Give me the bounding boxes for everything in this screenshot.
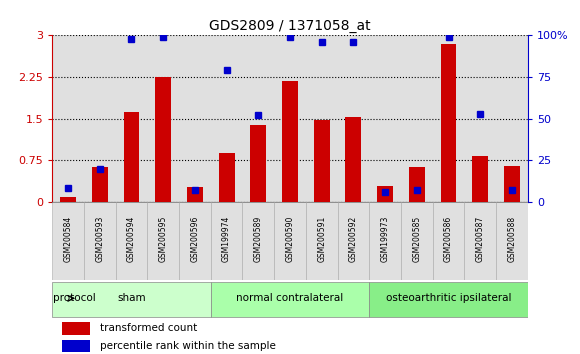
Text: sham: sham	[117, 293, 146, 303]
Text: GSM200596: GSM200596	[190, 216, 200, 262]
Bar	[219, 153, 234, 202]
Bar	[251, 125, 266, 202]
Bar	[306, 202, 338, 280]
Bar	[84, 202, 115, 280]
Bar	[52, 281, 211, 316]
Text: transformed count: transformed count	[100, 323, 197, 333]
Bar	[155, 77, 171, 202]
Bar	[504, 166, 520, 202]
Bar	[369, 281, 528, 316]
Text: GSM200595: GSM200595	[159, 216, 168, 262]
Text: GSM200589: GSM200589	[254, 216, 263, 262]
Bar	[274, 35, 306, 202]
Bar	[124, 112, 139, 202]
Bar	[306, 35, 338, 202]
Text: protocol: protocol	[53, 293, 96, 303]
Text: osteoarthritic ipsilateral: osteoarthritic ipsilateral	[386, 293, 512, 303]
Bar	[84, 35, 115, 202]
Text: percentile rank within the sample: percentile rank within the sample	[100, 341, 276, 351]
Title: GDS2809 / 1371058_at: GDS2809 / 1371058_at	[209, 19, 371, 33]
Bar	[60, 197, 76, 202]
Bar	[147, 202, 179, 280]
Bar	[377, 186, 393, 202]
Bar	[61, 322, 90, 335]
Text: GSM200587: GSM200587	[476, 216, 485, 262]
Text: GSM200593: GSM200593	[95, 216, 104, 262]
Bar	[409, 167, 425, 202]
Text: GSM200585: GSM200585	[412, 216, 421, 262]
Bar	[52, 35, 84, 202]
Bar	[472, 156, 488, 202]
Bar	[179, 202, 211, 280]
Bar	[242, 202, 274, 280]
Bar	[211, 35, 242, 202]
Bar	[433, 202, 465, 280]
Bar	[346, 118, 361, 202]
Text: GSM200594: GSM200594	[127, 216, 136, 262]
Text: GSM200590: GSM200590	[285, 216, 295, 262]
Bar	[211, 202, 242, 280]
Bar	[338, 202, 369, 280]
Bar	[369, 35, 401, 202]
Bar	[115, 202, 147, 280]
Bar	[401, 202, 433, 280]
Text: GSM200584: GSM200584	[64, 216, 72, 262]
Bar	[187, 187, 203, 202]
Bar	[179, 35, 211, 202]
Bar	[52, 202, 84, 280]
Bar	[242, 35, 274, 202]
Bar	[282, 81, 298, 202]
Bar	[465, 202, 496, 280]
Text: normal contralateral: normal contralateral	[237, 293, 343, 303]
Text: GSM200586: GSM200586	[444, 216, 453, 262]
Bar	[274, 202, 306, 280]
Text: GSM200588: GSM200588	[508, 216, 516, 262]
Bar	[433, 35, 465, 202]
Bar	[369, 202, 401, 280]
Bar	[496, 202, 528, 280]
Bar	[338, 35, 369, 202]
Bar	[147, 35, 179, 202]
Bar	[465, 35, 496, 202]
Bar	[92, 167, 108, 202]
Bar	[401, 35, 433, 202]
Bar	[61, 340, 90, 352]
Bar	[441, 44, 456, 202]
Bar	[314, 120, 329, 202]
Text: GSM199974: GSM199974	[222, 216, 231, 262]
Text: GSM199973: GSM199973	[380, 216, 390, 262]
Text: GSM200592: GSM200592	[349, 216, 358, 262]
Bar	[211, 281, 369, 316]
Bar	[115, 35, 147, 202]
Bar	[496, 35, 528, 202]
Text: GSM200591: GSM200591	[317, 216, 326, 262]
